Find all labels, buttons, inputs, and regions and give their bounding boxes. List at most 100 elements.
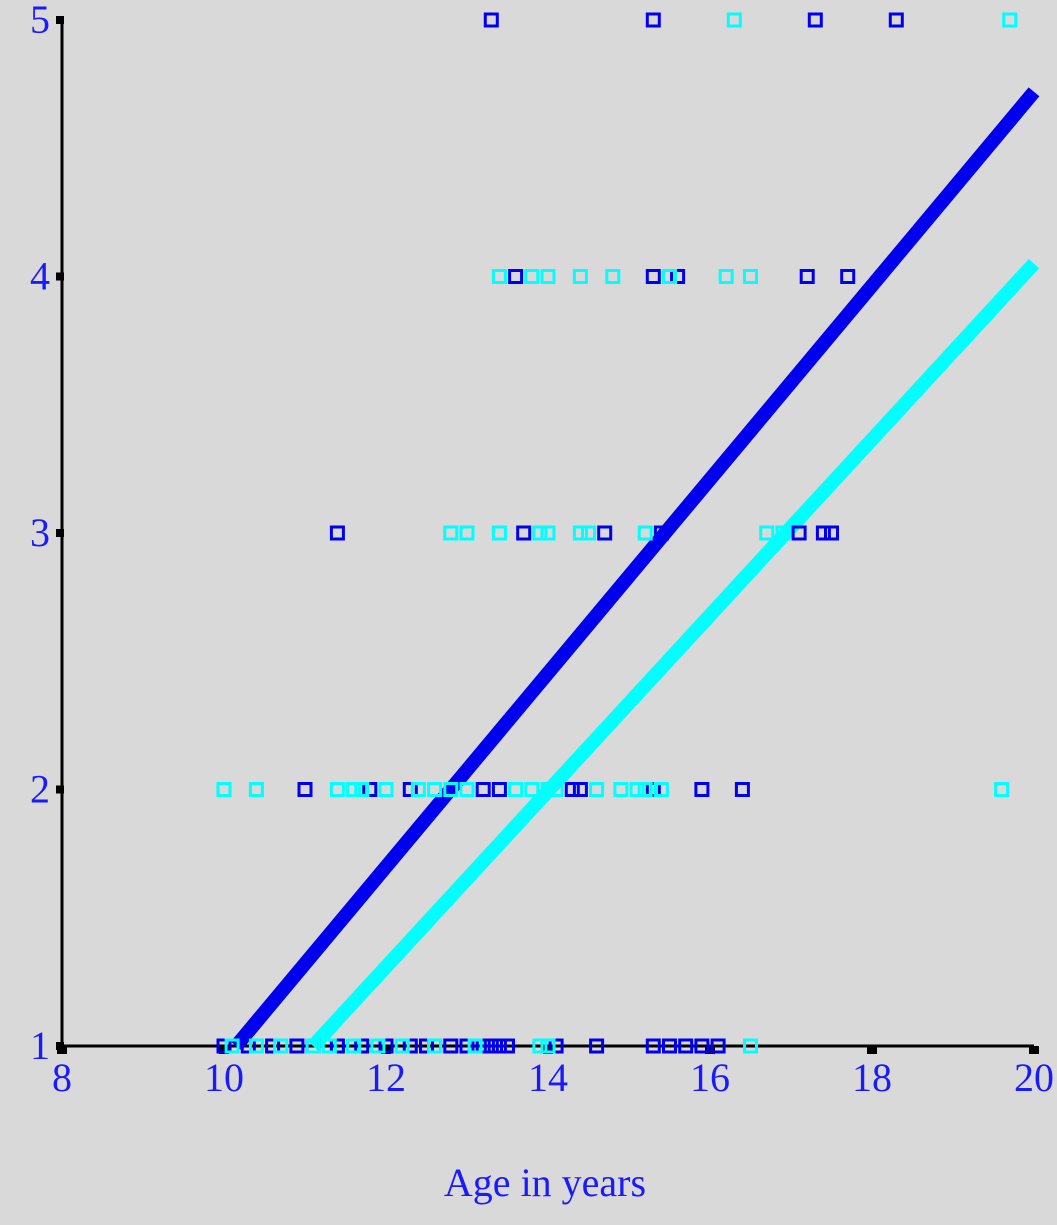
- data-point-series-1: [402, 782, 418, 797]
- data-point-series-2: [726, 12, 742, 28]
- data-point-series-2: [427, 782, 443, 797]
- data-point-series-2: [1002, 12, 1018, 28]
- data-point-series-1: [354, 1038, 370, 1054]
- y-tick-mark: [56, 785, 64, 794]
- data-point-series-1: [329, 1038, 345, 1054]
- x-tick-mark: [57, 1046, 67, 1054]
- fit-line-2: [307, 258, 1040, 1051]
- data-point-series-2: [329, 782, 345, 797]
- x-tick-label: 14: [528, 1055, 568, 1100]
- data-point-series-2: [508, 782, 524, 797]
- data-point-series-1: [824, 525, 839, 541]
- data-point-series-2: [224, 1038, 240, 1054]
- data-point-series-2: [427, 1038, 443, 1054]
- y-tick-label: 3: [30, 510, 50, 555]
- data-point-series-2: [370, 1038, 386, 1054]
- data-point-series-2: [613, 782, 629, 797]
- data-point-series-2: [248, 782, 264, 797]
- y-tick-mark: [56, 529, 64, 537]
- data-point-series-2: [718, 269, 734, 284]
- data-point-series-1: [483, 12, 499, 28]
- data-point-series-2: [443, 782, 459, 797]
- data-point-series-1: [289, 1038, 305, 1054]
- data-point-series-2: [248, 1038, 264, 1054]
- data-point-series-2: [346, 1038, 362, 1054]
- data-point-series-1: [653, 525, 669, 541]
- data-point-series-1: [265, 1038, 281, 1054]
- data-point-series-2: [459, 782, 475, 797]
- data-point-series-1: [216, 1038, 232, 1054]
- data-point-series-2: [581, 525, 596, 541]
- data-point-series-2: [524, 269, 540, 284]
- data-point-series-2: [532, 525, 548, 541]
- data-point-series-2: [540, 782, 556, 797]
- data-point-series-2: [759, 525, 775, 541]
- data-point-series-1: [483, 1038, 499, 1054]
- y-tick-label: 5: [30, 0, 50, 42]
- data-point-series-2: [589, 782, 605, 797]
- data-point-series-1: [589, 1038, 605, 1054]
- data-point-series-2: [548, 782, 564, 797]
- data-point-series-1: [419, 1038, 434, 1054]
- x-tick-label: 12: [366, 1055, 406, 1100]
- y-tick-mark: [56, 272, 64, 281]
- data-point-series-2: [743, 1038, 758, 1054]
- data-point-series-2: [637, 525, 653, 541]
- data-point-series-1: [645, 782, 661, 797]
- x-tick-label: 8: [52, 1055, 72, 1100]
- x-tick-mark: [1029, 1046, 1039, 1054]
- data-point-series-2: [540, 269, 556, 284]
- data-point-series-2: [629, 782, 645, 797]
- data-point-series-2: [273, 1038, 289, 1054]
- data-point-series-1: [572, 782, 588, 797]
- data-point-series-1: [645, 1038, 661, 1054]
- data-point-series-2: [994, 782, 1010, 797]
- x-tick-mark: [543, 1046, 553, 1054]
- data-point-series-2: [443, 525, 459, 541]
- x-tick-mark: [219, 1046, 229, 1054]
- data-point-series-2: [540, 1038, 556, 1054]
- data-point-series-2: [540, 525, 556, 541]
- data-point-series-1: [734, 782, 750, 797]
- x-tick-mark: [381, 1046, 391, 1054]
- data-point-series-2: [459, 525, 475, 541]
- data-point-series-1: [378, 1038, 394, 1054]
- data-point-series-1: [443, 1038, 459, 1054]
- data-point-series-2: [394, 1038, 410, 1054]
- data-point-series-1: [329, 525, 345, 541]
- data-point-series-1: [694, 1038, 710, 1054]
- data-point-series-2: [491, 269, 507, 284]
- data-point-series-2: [572, 269, 588, 284]
- data-point-series-1: [402, 1038, 418, 1054]
- data-point-series-1: [491, 782, 507, 797]
- data-point-series-1: [670, 269, 686, 284]
- data-point-series-2: [467, 1038, 483, 1054]
- data-point-series-2: [378, 782, 394, 797]
- data-point-series-1: [548, 1038, 564, 1054]
- data-point-series-1: [678, 1038, 694, 1054]
- data-point-series-2: [305, 1038, 321, 1054]
- data-point-series-1: [500, 1038, 515, 1054]
- data-point-series-1: [475, 782, 491, 797]
- data-point-series-1: [508, 269, 524, 284]
- data-point-series-2: [637, 782, 653, 797]
- y-tick-label: 1: [30, 1023, 50, 1068]
- data-point-series-1: [791, 525, 807, 541]
- data-points: [216, 12, 1018, 1054]
- data-point-series-1: [240, 1038, 256, 1054]
- data-point-series-1: [597, 525, 613, 541]
- x-tick-mark: [705, 1046, 715, 1054]
- data-point-series-2: [572, 525, 588, 541]
- data-point-series-2: [605, 269, 621, 284]
- data-point-series-2: [743, 269, 758, 284]
- y-tick-label: 4: [30, 254, 50, 299]
- data-point-series-2: [410, 782, 426, 797]
- data-point-series-1: [645, 269, 661, 284]
- data-point-series-1: [799, 269, 815, 284]
- x-tick-label: 16: [690, 1055, 730, 1100]
- data-point-series-1: [662, 1038, 677, 1054]
- data-point-series-1: [710, 1038, 726, 1054]
- x-axis: 8 10 12 14 16 18 20: [52, 1044, 1054, 1100]
- data-point-series-2: [491, 525, 507, 541]
